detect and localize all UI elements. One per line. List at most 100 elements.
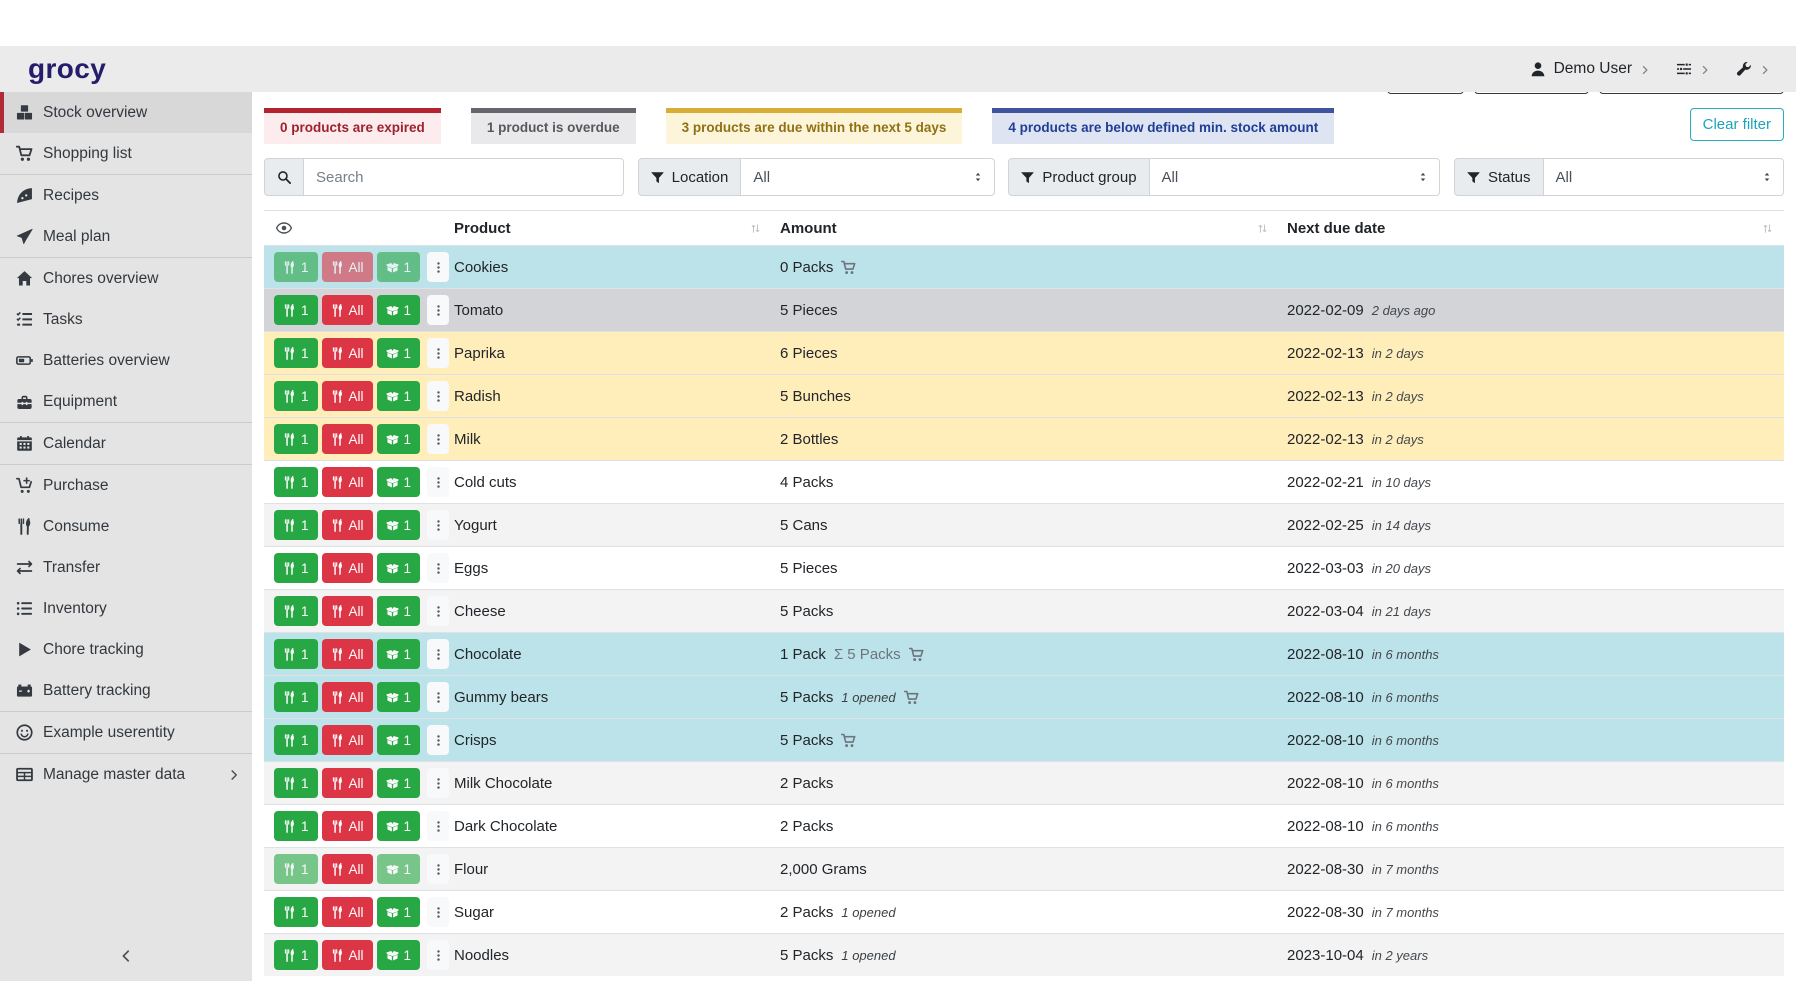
clear-filter-button[interactable]: Clear filter xyxy=(1689,108,1784,141)
row-menu-button[interactable] xyxy=(427,768,450,798)
sidebar-item-equipment[interactable]: Equipment xyxy=(0,381,252,422)
row-menu-button[interactable] xyxy=(427,467,450,497)
row-menu-button[interactable] xyxy=(427,596,450,626)
sidebar-item-inventory[interactable]: Inventory xyxy=(0,588,252,629)
admin-menu[interactable] xyxy=(1736,61,1770,77)
status-select[interactable]: All xyxy=(1543,158,1784,196)
row-menu-button[interactable] xyxy=(427,811,450,841)
eye-icon[interactable] xyxy=(276,220,292,236)
open-one-button[interactable]: 1 xyxy=(376,639,421,669)
row-menu-button[interactable] xyxy=(427,553,450,583)
open-one-button[interactable]: 1 xyxy=(376,897,421,927)
sidebar-item-meal-plan[interactable]: Meal plan xyxy=(0,216,252,257)
consume-all-button[interactable]: All xyxy=(321,940,373,970)
consume-all-button[interactable]: All xyxy=(321,510,373,540)
status-filter-overdue[interactable]: 1 product is overdue xyxy=(470,108,636,144)
open-one-button[interactable]: 1 xyxy=(376,768,421,798)
consume-one-button[interactable]: 1 xyxy=(274,381,318,411)
sidebar-item-manage-master-data[interactable]: Manage master data xyxy=(0,754,252,795)
consume-all-button[interactable]: All xyxy=(321,811,373,841)
open-one-button[interactable]: 1 xyxy=(376,940,421,970)
consume-all-button[interactable]: All xyxy=(321,639,373,669)
sidebar-item-chores-overview[interactable]: Chores overview xyxy=(0,258,252,299)
consume-one-button[interactable]: 1 xyxy=(274,510,318,540)
open-one-button[interactable]: 1 xyxy=(376,596,421,626)
consume-one-button[interactable]: 1 xyxy=(274,424,318,454)
consume-one-button[interactable]: 1 xyxy=(274,897,318,927)
due-date-value: 2022-08-10 xyxy=(1287,688,1364,706)
sidebar-collapse-button[interactable] xyxy=(0,943,252,969)
consume-one-button[interactable]: 1 xyxy=(274,467,318,497)
product-group-select[interactable]: All xyxy=(1149,158,1441,196)
button-label: 1 xyxy=(403,517,412,533)
sidebar-item-calendar[interactable]: Calendar xyxy=(0,423,252,464)
consume-all-button[interactable]: All xyxy=(321,467,373,497)
row-menu-button[interactable] xyxy=(427,295,450,325)
column-header-amount[interactable]: Amount xyxy=(780,220,1287,237)
consume-one-button[interactable]: 1 xyxy=(274,596,318,626)
sidebar-item-battery-tracking[interactable]: Battery tracking xyxy=(0,670,252,711)
row-menu-button[interactable] xyxy=(427,639,450,669)
sidebar-item-chore-tracking[interactable]: Chore tracking xyxy=(0,629,252,670)
open-one-button[interactable]: 1 xyxy=(376,553,421,583)
consume-all-button[interactable]: All xyxy=(321,725,373,755)
sidebar-item-stock-overview[interactable]: Stock overview xyxy=(0,92,252,133)
settings-menu[interactable] xyxy=(1676,61,1710,77)
sidebar-item-example-userentity[interactable]: Example userentity xyxy=(0,712,252,753)
consume-all-button[interactable]: All xyxy=(321,768,373,798)
consume-all-button[interactable]: All xyxy=(321,381,373,411)
user-menu[interactable]: Demo User xyxy=(1530,60,1650,78)
column-header-product[interactable]: Product xyxy=(454,220,780,237)
row-menu-button[interactable] xyxy=(427,424,450,454)
app-logo[interactable]: grocy xyxy=(28,53,107,84)
open-one-button[interactable]: 1 xyxy=(376,424,421,454)
sidebar-item-purchase[interactable]: Purchase xyxy=(0,465,252,506)
row-menu-button[interactable] xyxy=(427,854,450,884)
consume-one-button[interactable]: 1 xyxy=(274,768,318,798)
sidebar-item-tasks[interactable]: Tasks xyxy=(0,299,252,340)
consume-one-button[interactable]: 1 xyxy=(274,553,318,583)
consume-one-button[interactable]: 1 xyxy=(274,338,318,368)
sidebar-item-batteries-overview[interactable]: Batteries overview xyxy=(0,340,252,381)
consume-one-button[interactable]: 1 xyxy=(274,295,318,325)
row-menu-button[interactable] xyxy=(427,381,450,411)
location-select[interactable]: All xyxy=(741,158,995,196)
consume-all-button[interactable]: All xyxy=(321,682,373,712)
consume-one-button[interactable]: 1 xyxy=(274,682,318,712)
consume-one-button[interactable]: 1 xyxy=(274,639,318,669)
open-one-button[interactable]: 1 xyxy=(376,338,421,368)
consume-one-button[interactable]: 1 xyxy=(274,811,318,841)
consume-one-button[interactable]: 1 xyxy=(274,940,318,970)
status-filter-due-soon[interactable]: 3 products are due within the next 5 day… xyxy=(665,108,963,144)
row-menu-button[interactable] xyxy=(427,682,450,712)
consume-all-button[interactable]: All xyxy=(321,854,373,884)
column-header-next-due-date[interactable]: Next due date xyxy=(1287,220,1784,237)
row-menu-button[interactable] xyxy=(427,940,450,970)
row-menu-button[interactable] xyxy=(427,252,450,282)
consume-all-button[interactable]: All xyxy=(321,897,373,927)
row-menu-button[interactable] xyxy=(427,725,450,755)
consume-all-button[interactable]: All xyxy=(321,424,373,454)
sidebar-item-consume[interactable]: Consume xyxy=(0,506,252,547)
open-one-button[interactable]: 1 xyxy=(376,467,421,497)
open-one-button[interactable]: 1 xyxy=(376,295,421,325)
status-filter-below-min[interactable]: 4 products are below defined min. stock … xyxy=(992,108,1335,144)
sidebar-item-transfer[interactable]: Transfer xyxy=(0,547,252,588)
row-menu-button[interactable] xyxy=(427,897,450,927)
sidebar-item-recipes[interactable]: Recipes xyxy=(0,175,252,216)
open-one-button[interactable]: 1 xyxy=(376,811,421,841)
open-one-button[interactable]: 1 xyxy=(376,682,421,712)
search-input[interactable] xyxy=(304,158,624,196)
open-one-button[interactable]: 1 xyxy=(376,381,421,411)
consume-all-button[interactable]: All xyxy=(321,553,373,583)
consume-all-button[interactable]: All xyxy=(321,295,373,325)
consume-one-button[interactable]: 1 xyxy=(274,725,318,755)
consume-all-button[interactable]: All xyxy=(321,338,373,368)
open-one-button[interactable]: 1 xyxy=(376,510,421,540)
row-menu-button[interactable] xyxy=(427,510,450,540)
open-one-button[interactable]: 1 xyxy=(376,725,421,755)
consume-all-button[interactable]: All xyxy=(321,596,373,626)
row-menu-button[interactable] xyxy=(427,338,450,368)
status-filter-expired[interactable]: 0 products are expired xyxy=(264,108,441,144)
sidebar-item-shopping-list[interactable]: Shopping list xyxy=(0,133,252,174)
